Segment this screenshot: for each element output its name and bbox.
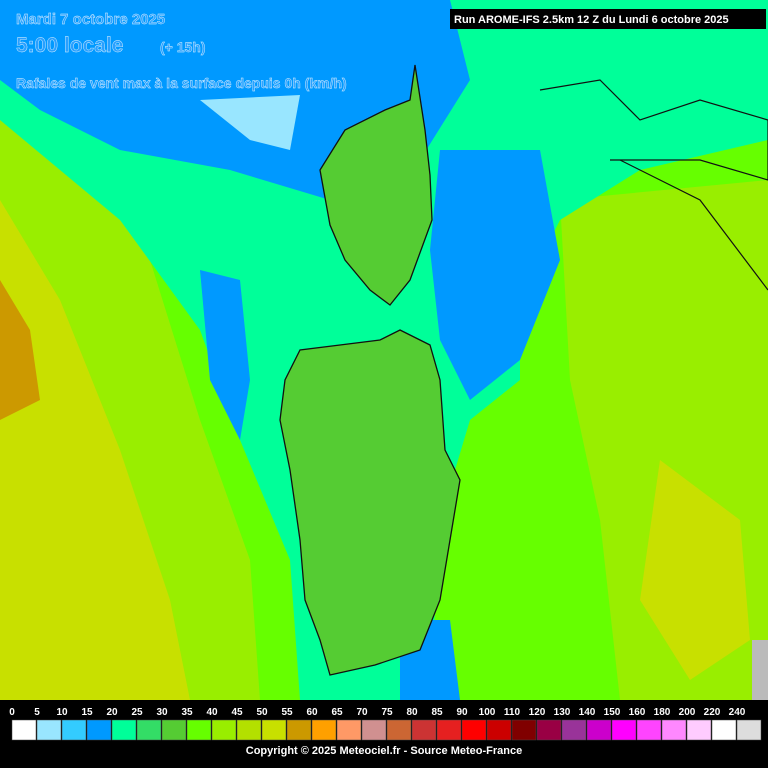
legend-label: 150 <box>604 707 621 718</box>
legend-swatch <box>511 719 537 741</box>
legend-label: 110 <box>504 707 521 718</box>
wind-zone <box>0 280 40 420</box>
legend-swatch <box>586 719 612 741</box>
legend-label: 60 <box>306 707 318 718</box>
run-box <box>450 9 766 29</box>
legend-swatch <box>486 719 512 741</box>
legend-label: 100 <box>479 707 496 718</box>
legend-swatch <box>361 719 387 741</box>
legend-swatch <box>411 719 437 741</box>
date: Mardi 7 octobre 2025 <box>16 11 165 28</box>
sardinia <box>279 329 461 676</box>
legend-swatch <box>311 719 337 741</box>
legend-label: 70 <box>356 707 368 718</box>
legend-swatch <box>111 719 137 741</box>
legend-label: 45 <box>231 707 243 718</box>
wind-zone <box>640 460 750 680</box>
legend-label: 55 <box>281 707 293 718</box>
wind-zone <box>0 200 190 700</box>
copyright: Copyright © 2025 Meteociel.fr - Source M… <box>246 745 522 757</box>
legend-swatch <box>236 719 262 741</box>
legend-label: 160 <box>629 707 646 718</box>
legend-swatch <box>561 719 587 741</box>
legend-swatch <box>461 719 487 741</box>
offset: (+ 15h) <box>160 39 206 55</box>
time: 5:00 locale <box>16 34 123 57</box>
land-mask <box>752 640 768 700</box>
legend-swatch <box>136 719 162 741</box>
legend-swatch <box>711 719 737 741</box>
legend-label: 20 <box>106 707 118 718</box>
legend-swatch <box>661 719 687 741</box>
legend-label: 65 <box>331 707 343 718</box>
legend-label: 85 <box>431 707 443 718</box>
legend-label: 180 <box>654 707 671 718</box>
legend-swatch <box>611 719 637 741</box>
legend-label: 15 <box>81 707 93 718</box>
legend-swatch <box>186 719 212 741</box>
legend-swatch <box>686 719 712 741</box>
legend-swatch <box>161 719 187 741</box>
legend-label: 25 <box>131 707 143 718</box>
legend-label: 0 <box>9 707 15 718</box>
subtitle: Rafales de vent max à la surface depuis … <box>16 75 347 91</box>
legend-swatch <box>61 719 87 741</box>
legend-label: 130 <box>554 707 571 718</box>
wind-zone <box>200 270 250 440</box>
legend-label: 35 <box>181 707 193 718</box>
legend-swatch <box>536 719 562 741</box>
legend-swatch <box>636 719 662 741</box>
coastline <box>619 159 768 291</box>
legend-label: 10 <box>56 707 68 718</box>
legend-label: 75 <box>381 707 393 718</box>
legend-swatch <box>286 719 312 741</box>
legend-swatch <box>211 719 237 741</box>
legend-swatch <box>336 719 362 741</box>
legend-label: 5 <box>34 707 40 718</box>
legend-label: 80 <box>406 707 418 718</box>
coastline <box>539 79 768 181</box>
legend-label: 140 <box>579 707 596 718</box>
legend-label: 30 <box>156 707 168 718</box>
corsica <box>319 64 433 306</box>
legend-swatch <box>736 719 762 741</box>
legend-swatch <box>36 719 62 741</box>
legend-label: 120 <box>529 707 546 718</box>
legend-swatch <box>261 719 287 741</box>
legend-swatch <box>86 719 112 741</box>
legend-label: 90 <box>456 707 468 718</box>
legend-label: 200 <box>679 707 696 718</box>
legend-swatch <box>386 719 412 741</box>
wind-zone <box>430 150 560 400</box>
legend-swatch <box>11 719 37 741</box>
legend-label: 40 <box>206 707 218 718</box>
legend-label: 220 <box>704 707 721 718</box>
run-info: Run AROME-IFS 2.5km 12 Z du Lundi 6 octo… <box>454 14 729 26</box>
legend-label: 240 <box>729 707 746 718</box>
legend-swatch <box>436 719 462 741</box>
wind-zone <box>200 95 300 150</box>
legend-label: 50 <box>256 707 268 718</box>
